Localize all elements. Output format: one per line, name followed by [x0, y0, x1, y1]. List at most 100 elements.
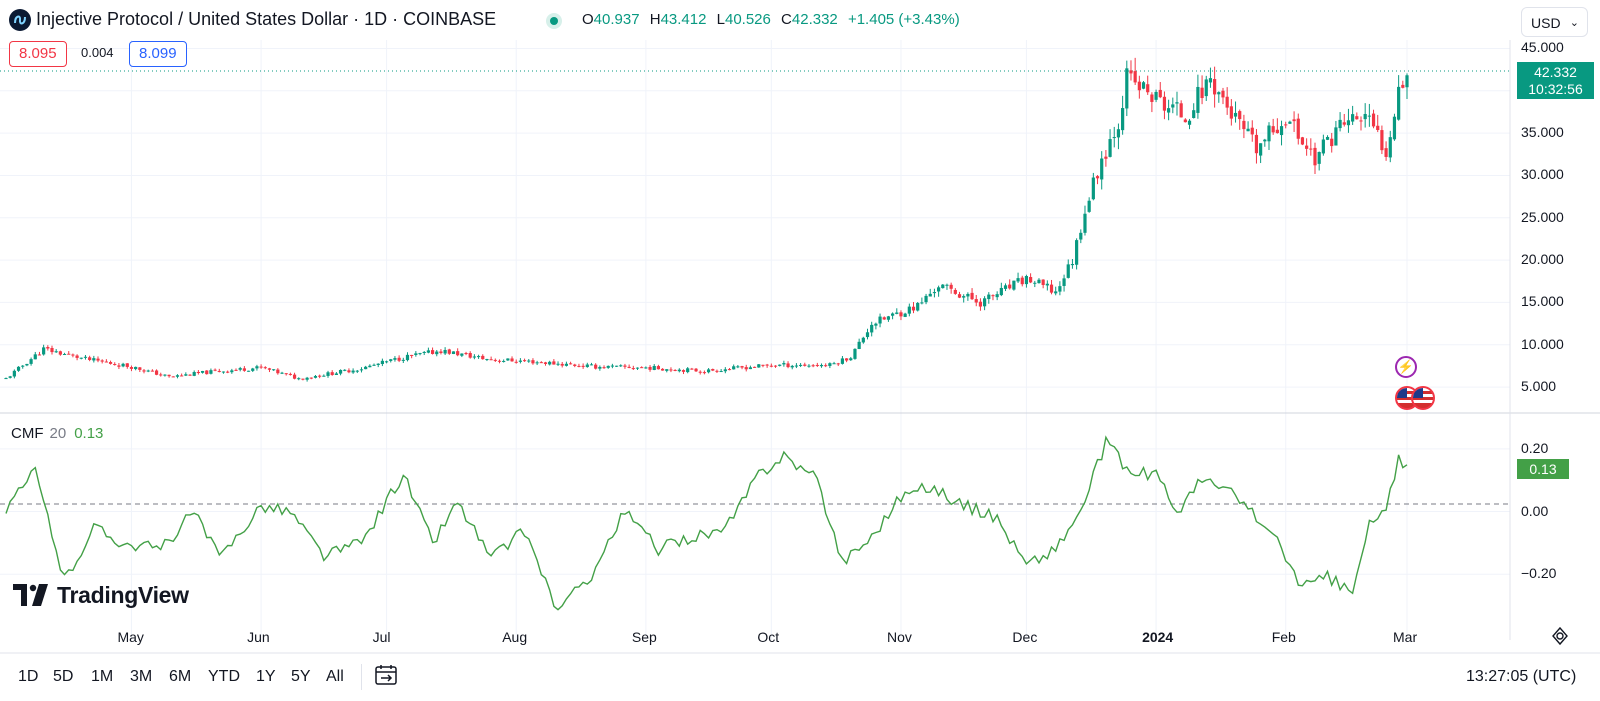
candle-down	[71, 354, 75, 356]
candle-down	[129, 367, 134, 369]
candle-up	[393, 358, 397, 360]
candle-up	[1033, 282, 1037, 284]
candle-up	[221, 371, 226, 373]
candle-up	[42, 347, 46, 355]
candle-down	[656, 366, 661, 370]
candle-up	[305, 377, 309, 380]
gear-icon[interactable]	[1550, 626, 1570, 646]
open-value: 40.937	[593, 11, 640, 28]
candle-down	[1238, 111, 1242, 120]
buy-button[interactable]: 8.099	[129, 41, 187, 67]
candle-up	[1075, 240, 1079, 265]
range-button-3m[interactable]: 3M	[130, 668, 153, 685]
candle-down	[288, 373, 292, 375]
candle-down	[640, 367, 644, 369]
candle-down	[217, 370, 221, 372]
candle-down	[1200, 87, 1204, 99]
candle-up	[79, 357, 83, 359]
time-tick-label: Sep	[631, 629, 657, 645]
candle-down	[715, 370, 719, 372]
candle-up	[983, 298, 987, 307]
candle-up	[819, 364, 824, 367]
candle-down	[811, 365, 815, 367]
change-value: +1.405 (+3.43%)	[847, 11, 960, 28]
candle-up	[209, 370, 213, 374]
close-label: C	[781, 11, 792, 28]
candle-down	[1242, 120, 1246, 130]
candle-down	[673, 369, 677, 371]
candle-down	[117, 365, 121, 367]
candle-down	[1271, 126, 1275, 133]
range-button-5d[interactable]: 5D	[53, 668, 74, 685]
candle-down	[711, 369, 715, 371]
candle-up	[932, 292, 937, 294]
candle-down	[991, 295, 995, 297]
candle-down	[259, 366, 263, 368]
candle-down	[573, 364, 577, 366]
candle-down	[1129, 70, 1133, 74]
chevron-down-icon: ⌄	[1569, 17, 1579, 29]
candle-down	[694, 368, 698, 372]
candle-up	[652, 365, 656, 371]
candle-up	[619, 365, 623, 367]
candle-up	[610, 365, 615, 367]
candle-up	[334, 373, 338, 375]
candle-down	[1213, 79, 1217, 95]
utc-clock[interactable]: 13:27:05 (UTC)	[1466, 668, 1577, 685]
candle-up	[1121, 108, 1125, 131]
candle-down	[899, 312, 903, 317]
time-tick-label: May	[117, 629, 144, 645]
range-button-ytd[interactable]: YTD	[208, 668, 240, 685]
candle-up	[1154, 91, 1158, 100]
candle-down	[226, 371, 230, 373]
range-button-1y[interactable]: 1Y	[256, 668, 276, 685]
candle-up	[1363, 113, 1367, 120]
bar-countdown: 10:32:56	[1528, 81, 1583, 97]
currency-select[interactable]: USD ⌄	[1521, 7, 1588, 37]
tradingview-logo[interactable]: TradingView	[13, 582, 189, 609]
time-tick-label: Aug	[502, 629, 528, 645]
candle-down	[75, 355, 79, 358]
lightning-event-icon[interactable]: ⚡	[1395, 356, 1417, 378]
candle-down	[46, 346, 50, 349]
candle-down	[481, 355, 485, 360]
range-button-all[interactable]: All	[326, 668, 344, 685]
candle-down	[631, 368, 635, 370]
candle-up	[1108, 139, 1112, 157]
range-button-6m[interactable]: 6M	[169, 668, 192, 685]
candle-up	[1217, 92, 1221, 95]
candle-down	[627, 366, 631, 368]
candle-up	[1100, 158, 1104, 180]
range-button-1d[interactable]: 1D	[18, 668, 39, 685]
calendar-range-icon[interactable]	[374, 663, 398, 692]
range-button-5y[interactable]: 5Y	[291, 668, 311, 685]
candle-up	[338, 369, 343, 374]
candle-down	[142, 370, 146, 372]
candle-down	[815, 364, 819, 366]
candle-up	[313, 375, 318, 378]
candle-down	[957, 294, 962, 298]
candle-down	[1146, 84, 1150, 93]
range-button-1m[interactable]: 1M	[91, 668, 114, 685]
sell-button[interactable]: 8.095	[9, 41, 67, 67]
time-tick-label: 2024	[1142, 629, 1174, 645]
us-flag-event-icon[interactable]	[1411, 386, 1435, 410]
low-label: L	[716, 11, 725, 28]
symbol-title[interactable]: Injective Protocol / United States Dolla…	[36, 9, 497, 29]
candle-down	[543, 362, 548, 364]
candle-down	[577, 365, 581, 367]
candle-up	[1267, 125, 1271, 142]
candle-up	[121, 363, 125, 367]
candle-up	[418, 353, 422, 355]
cmf-legend[interactable]: CMF 20 0.13	[11, 425, 103, 442]
candle-down	[1300, 137, 1305, 145]
candle-down	[347, 370, 351, 373]
candle-down	[58, 351, 62, 355]
candle-up	[861, 337, 865, 343]
candle-up	[1091, 177, 1095, 200]
price-tick-label: 20.000	[1521, 251, 1564, 268]
candle-down	[765, 364, 769, 366]
candle-down	[1376, 125, 1380, 131]
